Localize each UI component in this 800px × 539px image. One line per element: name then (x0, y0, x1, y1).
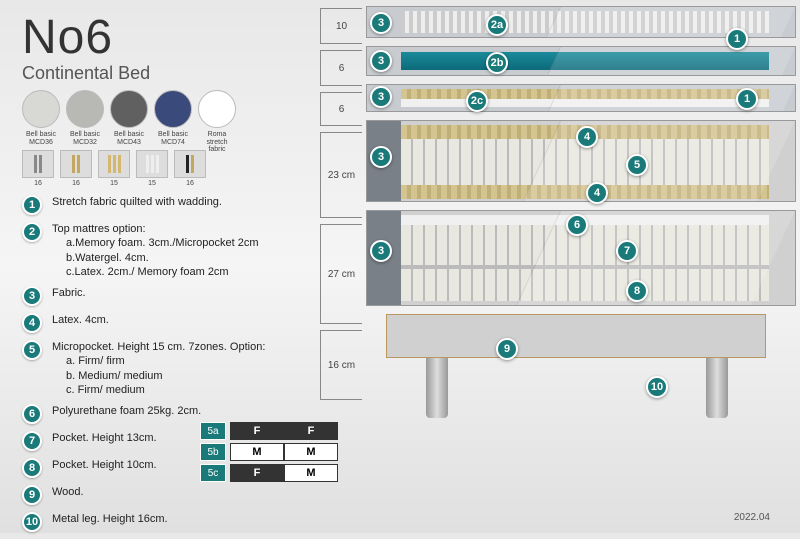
date-label: 2022.04 (734, 512, 770, 523)
dimension-label: 6 (320, 50, 362, 86)
callout-badge: 3 (370, 50, 392, 72)
product-subtitle: Continental Bed (22, 63, 150, 84)
leg-swatch: 16 (22, 150, 54, 187)
leg-swatch: 16 (174, 150, 206, 187)
bed-diagram: 10 6 6 23 cm 27 cm 16 cm 3 2a 1 3 2b 3 2c 1 (320, 0, 800, 533)
callout-badge: 2a (486, 14, 508, 36)
product-title: No6 (22, 10, 150, 65)
leg-swatch: 16 (60, 150, 92, 187)
metal-leg (706, 358, 728, 418)
callout-badge: 5 (626, 154, 648, 176)
callout-badge: 3 (370, 240, 392, 262)
firmness-table: 5aFF 5bMM 5cFM (200, 422, 338, 485)
legend-text: Fabric. (52, 286, 302, 300)
callout-badge: 4 (576, 126, 598, 148)
firmness-row: 5bMM (200, 443, 338, 461)
firmness-row: 5cFM (200, 464, 338, 482)
dimension-label: 23 cm (320, 132, 362, 218)
callout-badge: 3 (370, 86, 392, 108)
callout-badge: 3 (370, 146, 392, 168)
legend-number: 1 (22, 195, 42, 215)
legend-row: 5 Micropocket. Height 15 cm. 7zones. Opti… (22, 340, 302, 397)
callout-badge: 6 (566, 214, 588, 236)
legend-number: 8 (22, 458, 42, 478)
layer-topper-b: 3 2b (366, 46, 796, 76)
fabric-swatch: Bell basicMCD32 (66, 90, 104, 154)
layer-base: 3 6 7 8 (366, 210, 796, 306)
legend-number: 6 (22, 404, 42, 424)
callout-badge: 1 (726, 28, 748, 50)
legend-text: Metal leg. Height 16cm. (52, 512, 302, 526)
layer-stack: 32a1 32b 32c1 3454 (366, 6, 796, 412)
legend-number: 9 (22, 485, 42, 505)
callout-badge: 8 (626, 280, 648, 302)
fabric-swatch: Bell basicMCD36 (22, 90, 60, 154)
legend-number: 2 (22, 222, 42, 242)
metal-leg (426, 358, 448, 418)
legend-text: Stretch fabric quilted with wadding. (52, 195, 302, 209)
legend: 1 Stretch fabric quilted with wadding. 2 To… (22, 195, 302, 539)
callout-badge: 4 (586, 182, 608, 204)
legend-row: 10 Metal leg. Height 16cm. (22, 512, 302, 532)
legend-number: 10 (22, 512, 42, 532)
legend-row: 9 Wood. (22, 485, 302, 505)
fabric-swatch: Bell basicMCD74 (154, 90, 192, 154)
title-block: No6 Continental Bed (22, 10, 150, 84)
leg-swatch: 15 (98, 150, 130, 187)
legend-text: Latex. 4cm. (52, 313, 302, 327)
legend-row: 3 Fabric. (22, 286, 302, 306)
fabric-swatches: Bell basicMCD36Bell basicMCD32Bell basic… (22, 90, 236, 154)
dimension-label: 6 (320, 92, 362, 126)
layer-mattress-main: 3454 (366, 120, 796, 202)
legend-text: Micropocket. Height 15 cm. 7zones. Optio… (52, 340, 302, 397)
legend-text: Wood. (52, 485, 302, 499)
layer-frame: 9 10 (366, 314, 796, 404)
leg-swatch: 15 (136, 150, 168, 187)
fabric-swatch: Romastretch fabric (198, 90, 236, 154)
callout-badge: 3 (370, 12, 392, 34)
callout-badge: 7 (616, 240, 638, 262)
layer-topper-c: 3 2c 1 (366, 84, 796, 112)
legend-number: 4 (22, 313, 42, 333)
legend-row: 1 Stretch fabric quilted with wadding. (22, 195, 302, 215)
callout-badge: 1 (736, 88, 758, 110)
callout-badge: 10 (646, 376, 668, 398)
layer-topper-a: 32a1 (366, 6, 796, 38)
legend-number: 7 (22, 431, 42, 451)
legend-row: 2 Top mattres option:a.Memory foam. 3cm./… (22, 222, 302, 279)
callout-badge: 9 (496, 338, 518, 360)
dimension-column: 10 6 6 23 cm 27 cm 16 cm (320, 8, 362, 406)
fabric-swatch: Bell basicMCD43 (110, 90, 148, 154)
legend-text: Top mattres option:a.Memory foam. 3cm./M… (52, 222, 302, 279)
legend-number: 5 (22, 340, 42, 360)
firmness-row: 5aFF (200, 422, 338, 440)
dimension-label: 27 cm (320, 224, 362, 324)
leg-swatches: 1616151516 (22, 150, 206, 187)
legend-number: 3 (22, 286, 42, 306)
legend-row: 4 Latex. 4cm. (22, 313, 302, 333)
legend-text: Polyurethane foam 25kg. 2cm. (52, 404, 302, 418)
dimension-label: 16 cm (320, 330, 362, 400)
dimension-label: 10 (320, 8, 362, 44)
callout-badge: 2c (466, 90, 488, 112)
callout-badge: 2b (486, 52, 508, 74)
